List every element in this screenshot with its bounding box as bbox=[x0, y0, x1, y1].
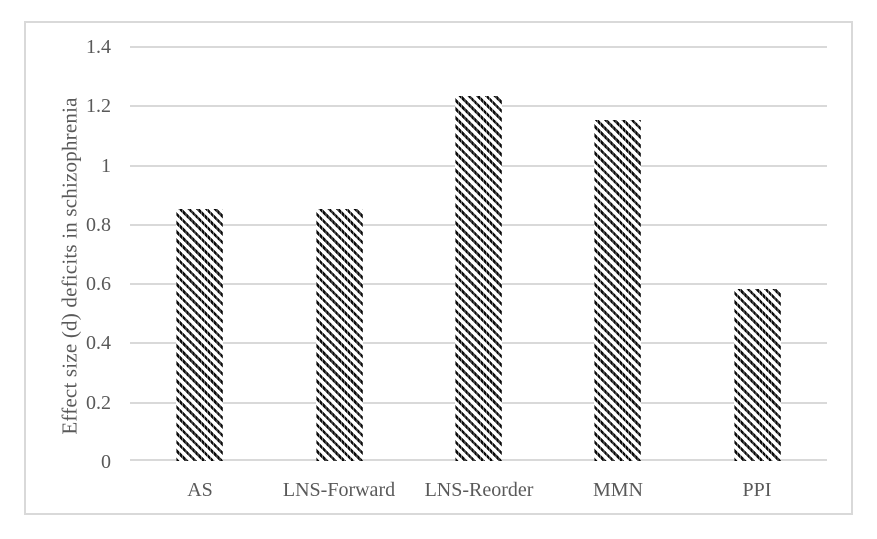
bar-lns-reorder bbox=[455, 96, 502, 461]
y-tick-label: 0.4 bbox=[86, 332, 111, 354]
y-tick-label: 1 bbox=[101, 155, 111, 177]
chart-frame: Effect size (d) deficits in schizophreni… bbox=[24, 21, 853, 515]
bar-as bbox=[176, 209, 223, 461]
y-tick-label: 0.2 bbox=[86, 392, 111, 414]
x-category-label: LNS-Forward bbox=[282, 479, 396, 501]
y-tick-label: 0 bbox=[101, 451, 111, 473]
x-category-label: MMN bbox=[592, 479, 643, 501]
bar-mmn bbox=[594, 120, 641, 461]
y-tick-label: 0.6 bbox=[86, 273, 111, 295]
y-tick-label: 0.8 bbox=[86, 214, 111, 236]
x-category-label: LNS-Reorder bbox=[424, 479, 534, 501]
bar-ppi bbox=[734, 289, 781, 461]
y-tick-label: 1.4 bbox=[86, 36, 111, 58]
bar-lns-forward bbox=[316, 209, 363, 461]
y-axis-title: Effect size (d) deficits in schizophreni… bbox=[57, 97, 82, 435]
y-tick-label: 1.2 bbox=[86, 95, 111, 117]
x-category-label: PPI bbox=[742, 479, 772, 501]
plot-area bbox=[130, 46, 827, 461]
gridline bbox=[130, 46, 827, 48]
x-category-label: AS bbox=[187, 479, 213, 501]
